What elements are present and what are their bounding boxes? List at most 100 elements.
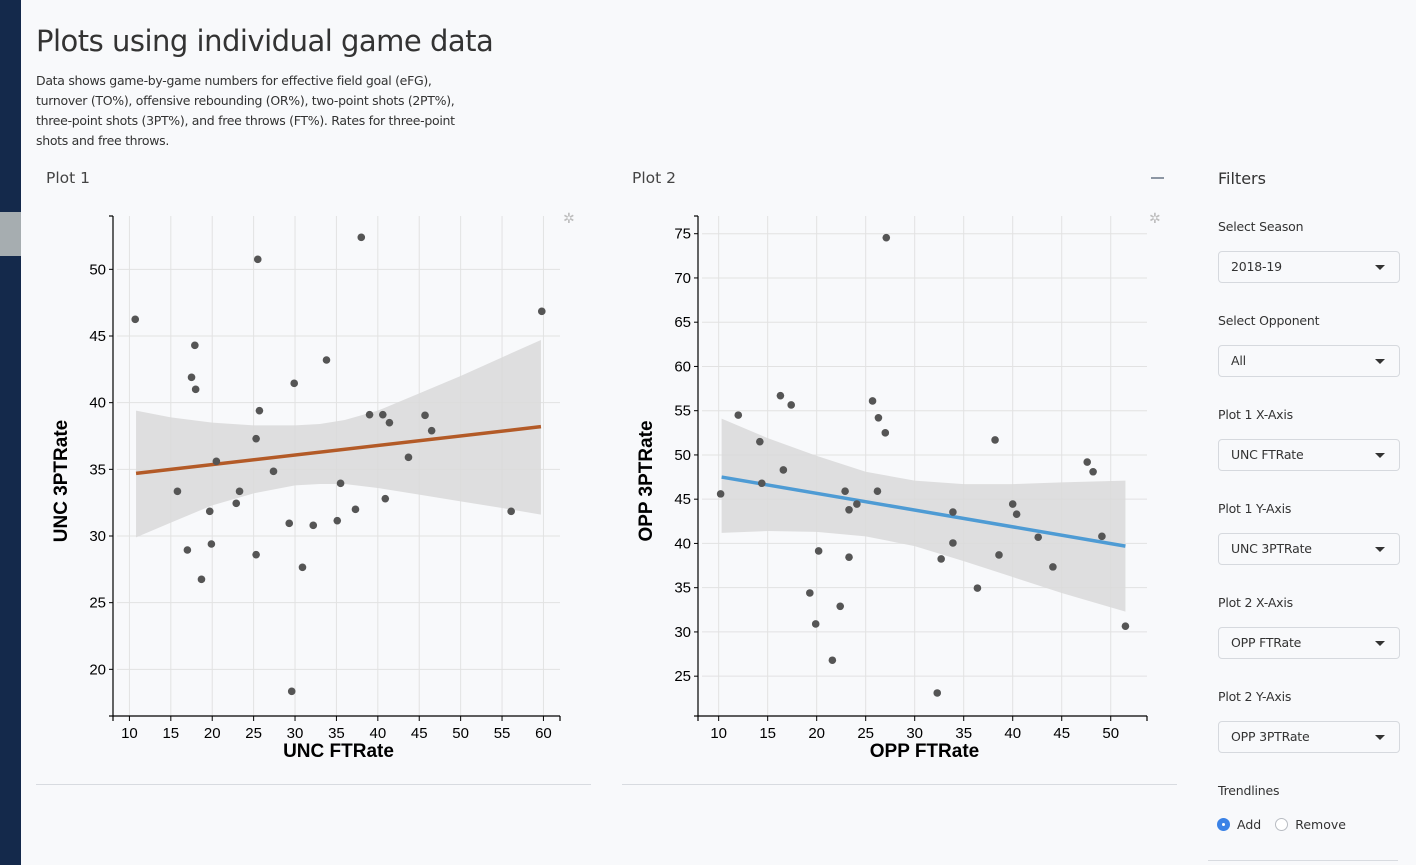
x-tick-label: 50 bbox=[452, 725, 469, 742]
data-point bbox=[1083, 458, 1092, 466]
data-point bbox=[191, 385, 200, 394]
data-point bbox=[828, 656, 837, 665]
y-tick-label: 60 bbox=[674, 358, 691, 375]
trendlines-remove-label[interactable]: Remove bbox=[1295, 817, 1346, 832]
data-point bbox=[937, 555, 945, 563]
data-point bbox=[427, 426, 436, 435]
y-tick-label: 45 bbox=[674, 491, 691, 508]
plot1-title: Plot 1 bbox=[46, 169, 91, 187]
season-select[interactable]: 2018-19 bbox=[1218, 251, 1400, 283]
data-point bbox=[756, 437, 764, 446]
data-point bbox=[191, 341, 199, 350]
data-point bbox=[1012, 510, 1021, 519]
x-tick-label: 10 bbox=[710, 725, 727, 742]
plot1-x-value: UNC FTRate bbox=[1231, 447, 1304, 462]
data-point bbox=[716, 490, 725, 498]
data-point bbox=[365, 410, 374, 419]
caret-down-icon bbox=[1375, 265, 1385, 270]
y-tick-label: 65 bbox=[674, 314, 691, 331]
plot2-x-value: OPP FTRate bbox=[1231, 635, 1302, 650]
data-point bbox=[309, 521, 318, 530]
y-tick-label: 55 bbox=[674, 403, 691, 420]
x-tick-label: 45 bbox=[1053, 725, 1070, 742]
data-point bbox=[187, 373, 196, 382]
page-description: Data shows game-by-game numbers for effe… bbox=[36, 73, 455, 148]
minus-icon[interactable] bbox=[1151, 177, 1164, 179]
data-point bbox=[1034, 533, 1043, 542]
data-point bbox=[253, 255, 262, 264]
data-point bbox=[874, 413, 883, 422]
opponent-select[interactable]: All bbox=[1218, 345, 1400, 377]
data-point bbox=[421, 411, 429, 420]
trendlines-add-radio[interactable] bbox=[1217, 818, 1230, 831]
caret-down-icon bbox=[1375, 641, 1385, 646]
plot2-x-select[interactable]: OPP FTRate bbox=[1218, 627, 1400, 659]
x-tick-label: 15 bbox=[759, 725, 776, 742]
x-tick-label: 15 bbox=[162, 725, 179, 742]
caret-down-icon bbox=[1375, 547, 1385, 552]
trendlines-add-label[interactable]: Add bbox=[1237, 817, 1262, 832]
data-point bbox=[252, 550, 260, 559]
data-point bbox=[949, 508, 957, 516]
data-point bbox=[173, 487, 182, 496]
x-tick-label: 30 bbox=[287, 725, 304, 742]
data-point bbox=[991, 436, 999, 444]
data-point bbox=[336, 479, 345, 488]
confidence-band bbox=[136, 340, 541, 538]
data-point bbox=[841, 487, 849, 496]
plot1-divider bbox=[36, 784, 591, 785]
data-point bbox=[183, 546, 192, 554]
data-point bbox=[298, 563, 307, 572]
data-point bbox=[507, 507, 515, 516]
data-point bbox=[868, 397, 877, 405]
data-point bbox=[882, 233, 891, 242]
data-point bbox=[995, 551, 1003, 559]
plot2-chart: 25 30 35 40 45 50 55 60 65 70 75 10 15 20 25 30 35 40 45 50… bbox=[636, 215, 1148, 762]
plot2-y-select[interactable]: OPP 3PTRate bbox=[1218, 721, 1400, 753]
plot1-y-select[interactable]: UNC 3PTRate bbox=[1218, 533, 1400, 565]
data-point bbox=[252, 434, 260, 443]
data-point bbox=[836, 602, 845, 611]
page-title: Plots using individual game data bbox=[36, 24, 494, 58]
sidebar-toggle-handle[interactable] bbox=[0, 212, 21, 256]
data-point bbox=[1121, 622, 1130, 630]
season-value: 2018-19 bbox=[1231, 259, 1282, 274]
data-point bbox=[776, 391, 785, 400]
data-point bbox=[537, 307, 546, 316]
filters-title: Filters bbox=[1218, 169, 1266, 188]
plot1-x-select[interactable]: UNC FTRate bbox=[1218, 439, 1400, 471]
data-point bbox=[734, 411, 743, 419]
caret-down-icon bbox=[1375, 453, 1385, 458]
x-tick-label: 45 bbox=[411, 725, 428, 742]
data-point bbox=[285, 519, 294, 528]
trendlines-remove-radio[interactable] bbox=[1275, 818, 1289, 831]
data-point bbox=[255, 406, 264, 415]
data-point bbox=[814, 547, 823, 555]
gear-icon[interactable]: ✲ bbox=[1149, 210, 1161, 226]
y-axis-title: UNC 3PTRate bbox=[51, 420, 72, 542]
data-point bbox=[873, 487, 882, 496]
data-point bbox=[197, 575, 206, 584]
y-tick-label: 70 bbox=[674, 270, 691, 287]
y-tick-label: 25 bbox=[674, 668, 691, 685]
caret-down-icon bbox=[1375, 359, 1385, 364]
data-point bbox=[1008, 500, 1017, 508]
y-tick-label: 40 bbox=[89, 395, 106, 412]
data-point bbox=[235, 487, 244, 496]
data-point bbox=[379, 410, 387, 419]
x-tick-label: 50 bbox=[1102, 725, 1119, 742]
data-point bbox=[853, 500, 861, 508]
data-point bbox=[806, 589, 814, 597]
plot1-chart: 20 25 30 35 40 45 50 10 15 20 25 30 35 40 45 50 55 60 UNC … bbox=[51, 215, 561, 762]
data-point bbox=[1089, 467, 1097, 476]
x-tick-label: 35 bbox=[328, 725, 345, 742]
data-point bbox=[381, 494, 390, 503]
gear-icon[interactable]: ✲ bbox=[563, 210, 575, 226]
opponent-value: All bbox=[1231, 353, 1246, 368]
y-tick-label: 30 bbox=[89, 528, 106, 545]
data-point bbox=[232, 499, 241, 508]
x-tick-label: 40 bbox=[369, 725, 386, 742]
y-tick-label: 45 bbox=[89, 328, 106, 345]
confidence-band bbox=[721, 418, 1126, 612]
x-tick-label: 10 bbox=[121, 725, 138, 742]
